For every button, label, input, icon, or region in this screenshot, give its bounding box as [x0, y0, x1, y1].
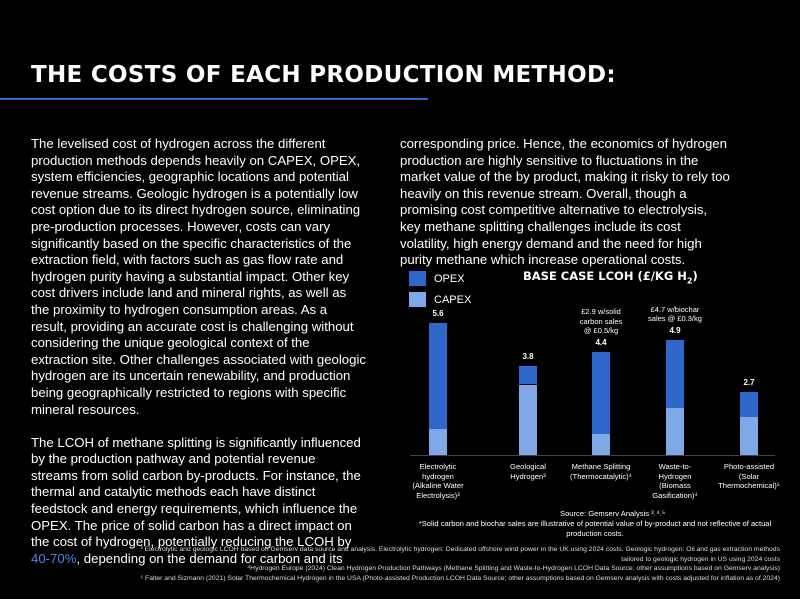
chart-source: Source: Gemserv Analysis ³˒⁴˒⁵: [560, 509, 666, 518]
category-label-line: Waste-to-: [658, 462, 692, 471]
annotation-line: @ £0.5/kg: [583, 326, 619, 336]
category-label-line: hydrogen: [422, 471, 454, 481]
bar-capex-1: [519, 384, 537, 455]
bar-total-label-3: 4.9: [669, 325, 681, 335]
category-label-line: Methane Splitting: [571, 462, 631, 471]
category-label-line: (Thermocatalytic)⁴: [570, 471, 632, 481]
footnotes: ³ Electrolytic and geologic LCOH based o…: [30, 545, 780, 583]
bar-total-label-4: 2.7: [743, 377, 755, 387]
chart-legend: OPEX CAPEX: [409, 270, 471, 312]
bar-opex-4: [740, 391, 758, 418]
bar-opex-3: [666, 339, 684, 408]
bar-opex-2: [592, 351, 610, 434]
category-label-line: Geological: [510, 462, 546, 471]
category-label-line: Gasification)⁴: [652, 490, 698, 500]
category-label-line: (Biomass: [659, 481, 691, 491]
legend-label-capex: CAPEX: [434, 293, 472, 306]
lcoh-bar-chart: 5.6 Electrolytic hydrogen (Alkaline Water El…: [395, 305, 790, 500]
category-label-3: Waste-to- Hydrogen (Biomass Gasification)⁴: [630, 462, 720, 500]
chart-disclaimer: *Solid carbon and biochar sales are illu…: [418, 519, 772, 538]
bar-capex-0: [429, 429, 447, 455]
legend-item-capex: CAPEX: [409, 291, 471, 308]
annotation-line: £2.9 w/solid: [581, 307, 621, 317]
footnote-3-continued: tailored to geologic hydrogen in US usin…: [621, 555, 780, 563]
legend-swatch-capex: [409, 292, 426, 307]
paragraph-continuation: corresponding price. Hence, the economic…: [400, 136, 730, 268]
chart-baseline: [410, 455, 775, 456]
footnote-5: ⁵ Falter and Sizmann (2021) Solar Thermo…: [140, 574, 780, 582]
footnote-3: ³ Electrolytic and geologic LCOH based o…: [140, 546, 780, 553]
chart-title-close: ): [692, 269, 698, 283]
bar-opex-1: [519, 365, 537, 385]
bar-total-label-2: 4.4: [595, 337, 607, 347]
annotation-line: carbon sales: [579, 316, 623, 326]
chart-title-main: BASE CASE LCOH (£/KG H: [523, 269, 687, 283]
paragraph-geologic: The levelised cost of hydrogen across th…: [31, 136, 366, 417]
category-label-line: (Solar: [738, 471, 760, 481]
chart-title: BASE CASE LCOH (£/KG H2): [523, 269, 698, 285]
bar-opex-0: [429, 323, 447, 430]
annotation-2: £2.9 w/solid carbon sales @ £0.5/kg: [556, 307, 646, 336]
category-label-0: Electrolytic hydrogen (Alkaline Water Elect…: [393, 462, 483, 500]
category-label-4: Photo-assisted (Solar Thermochemical)⁵: [704, 462, 794, 491]
bar-capex-2: [592, 433, 610, 455]
category-label-line: Hydrogen: [658, 471, 692, 481]
chart-title-subscript: 2: [686, 276, 693, 286]
category-label-line: Thermochemical)⁵: [718, 481, 780, 491]
bar-total-label-1: 3.8: [522, 351, 534, 361]
legend-item-opex: OPEX: [409, 270, 471, 287]
bar-total-label-0: 5.6: [432, 309, 444, 319]
category-label-line: Photo-assisted: [723, 462, 775, 471]
legend-label-opex: OPEX: [434, 272, 465, 285]
annotation-3: £4.7 w/biochar sales @ £0.3/kg: [630, 305, 720, 324]
category-label-line: Hydrogen³: [510, 471, 546, 481]
title-underline: [0, 98, 428, 100]
footnote-4: ⁴Hydrogen Europe (2024) Clean Hydrogen P…: [247, 565, 780, 573]
annotation-line: £4.7 w/biochar: [650, 304, 700, 314]
category-label-1: Geological Hydrogen³: [483, 462, 573, 481]
legend-swatch-opex: [409, 271, 426, 286]
highlight-percentage: 40-70%: [31, 550, 77, 566]
paragraph-methane-end: , depending on the demand for carbon and…: [76, 550, 343, 566]
right-text-column: corresponding price. Hence, the economic…: [400, 136, 730, 269]
category-label-line: (Alkaline Water: [412, 481, 464, 491]
category-label-2: Methane Splitting (Thermocatalytic)⁴: [556, 462, 646, 481]
page-title: THE COSTS OF EACH PRODUCTION METHOD:: [31, 62, 616, 88]
bar-capex-4: [740, 417, 758, 455]
paragraph-methane: The LCOH of methane splitting is signifi…: [31, 435, 366, 568]
category-label-line: Electrolysis)³: [416, 490, 460, 500]
paragraph-methane-start: The LCOH of methane splitting is signifi…: [31, 434, 361, 550]
annotation-line: sales @ £0.3/kg: [648, 314, 702, 324]
left-text-column: The levelised cost of hydrogen across th…: [31, 136, 366, 567]
category-label-line: Electrolytic: [419, 462, 457, 471]
bar-capex-3: [666, 408, 684, 455]
